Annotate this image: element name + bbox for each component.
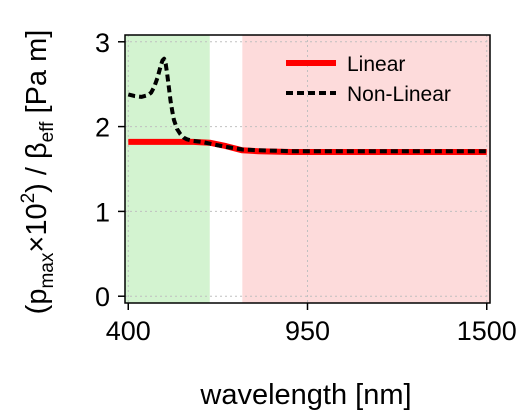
legend: Linear Non-Linear <box>286 53 451 106</box>
series-line-1 <box>127 56 487 154</box>
legend-label-nonlinear: Non-Linear <box>347 83 451 106</box>
x-axis-title: wavelength [nm] <box>199 379 411 411</box>
legend-label-linear: Linear <box>347 53 405 76</box>
y-tick-label-0: 0 <box>95 282 110 312</box>
x-tick-label-0: 400 <box>106 316 151 346</box>
band-1 <box>242 35 490 303</box>
x-tick-label-2: 1500 <box>457 316 517 346</box>
series-lines <box>127 56 487 155</box>
grid <box>125 35 490 303</box>
axes: 400 950 1500 0 1 2 3 <box>95 28 517 346</box>
y-tick-label-2: 2 <box>95 113 110 143</box>
y-axis-title: (pmax×102) / βeff [Pa m] <box>18 30 58 315</box>
y-tick-label-1: 1 <box>95 197 110 227</box>
x-tick-label-1: 950 <box>285 316 330 346</box>
y-tick-label-3: 3 <box>95 28 110 58</box>
